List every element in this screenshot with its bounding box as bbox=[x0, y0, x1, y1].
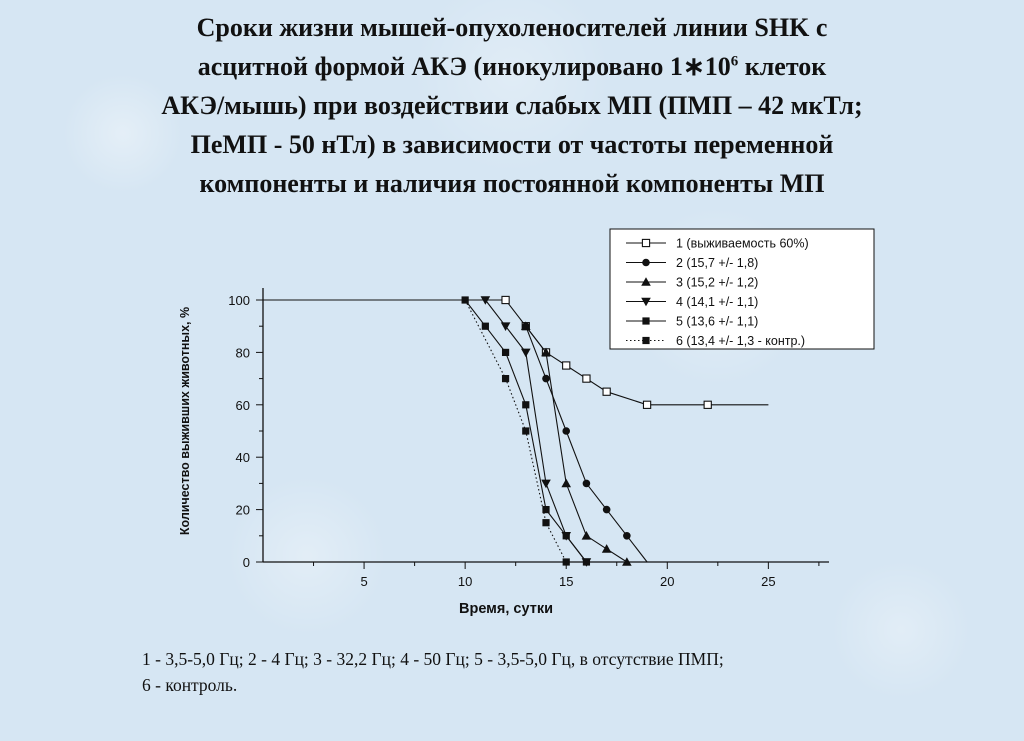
series-2-point bbox=[582, 479, 591, 488]
legend-entry-2: 2 (15,7 +/- 1,8) bbox=[676, 256, 758, 270]
series-2-point bbox=[623, 532, 631, 540]
series-6-point bbox=[522, 427, 530, 435]
series-3-point bbox=[622, 557, 632, 566]
legend-entry-3: 3 (15,2 +/- 1,2) bbox=[676, 276, 758, 290]
legend-swatch-marker bbox=[641, 297, 651, 307]
series-5-point bbox=[522, 401, 530, 409]
title-line-1: Сроки жизни мышей-опухоленосителей линии… bbox=[196, 13, 828, 42]
series-6-point bbox=[562, 558, 570, 566]
y-tick-label: 80 bbox=[236, 345, 250, 360]
x-tick-label: 5 bbox=[360, 574, 367, 589]
x-tick-label: 20 bbox=[660, 574, 674, 589]
title-line-2: асцитной формой АКЭ (инокулировано 1∗106… bbox=[197, 52, 827, 81]
y-tick-label: 60 bbox=[236, 398, 250, 413]
legend-entry-6: 6 (13,4 +/- 1,3 - контр.) bbox=[676, 334, 805, 348]
series-5-point bbox=[582, 558, 591, 566]
y-tick-label: 0 bbox=[243, 555, 250, 570]
series-1-point bbox=[602, 387, 611, 396]
caption: 1 - 3,5-5,0 Гц; 2 - 4 Гц; 3 - 32,2 Гц; 4… bbox=[142, 646, 962, 698]
series-1-point bbox=[501, 295, 510, 305]
legend-swatch-marker bbox=[642, 336, 650, 345]
series-1-point bbox=[642, 400, 652, 409]
series-1-point bbox=[562, 361, 571, 370]
series-5-point bbox=[481, 322, 489, 330]
series-4-point bbox=[500, 322, 511, 331]
series-2-line bbox=[525, 326, 648, 563]
title-line-3: АКЭ/мышь) при воздействии слабых МП (ПМП… bbox=[161, 91, 863, 120]
y-tick-label: 40 bbox=[236, 450, 250, 465]
series-3-point bbox=[561, 478, 572, 488]
series-3-point bbox=[601, 544, 612, 553]
series-6-point bbox=[542, 519, 550, 527]
legend-entry-5: 5 (13,6 +/- 1,1) bbox=[676, 315, 758, 329]
series-4-point bbox=[541, 479, 551, 489]
legend-swatch-marker bbox=[641, 238, 651, 248]
series-4-point bbox=[520, 348, 531, 358]
legend-swatch-marker bbox=[641, 277, 651, 286]
series-3-point bbox=[581, 531, 592, 540]
series-2-point bbox=[602, 505, 611, 514]
legend-entry-1: 1 (выживаемость 60%) bbox=[676, 237, 809, 251]
legend-swatch-marker bbox=[642, 317, 650, 325]
legend-swatch-marker bbox=[642, 258, 650, 267]
slide-title: Сроки жизни мышей-опухоленосителей линии… bbox=[40, 8, 984, 203]
title-line-5: компоненты и наличия постоянной компонен… bbox=[199, 169, 825, 198]
x-tick-label: 25 bbox=[761, 574, 775, 589]
y-axis-label: Количество выживших животных, % bbox=[178, 307, 192, 535]
y-tick-label: 20 bbox=[236, 503, 250, 518]
series-1-line bbox=[263, 299, 769, 406]
series-1-point bbox=[703, 400, 712, 409]
series-3-point bbox=[520, 321, 531, 330]
series-1-point bbox=[582, 374, 591, 383]
caption-line-2: 6 - контроль. bbox=[142, 675, 238, 695]
series-5-point bbox=[542, 506, 550, 514]
series-6-point bbox=[501, 375, 510, 383]
legend-box bbox=[609, 228, 875, 350]
series-3-point bbox=[541, 347, 551, 357]
y-tick-label: 100 bbox=[228, 293, 250, 308]
series-5-point bbox=[562, 532, 570, 540]
series-2-point bbox=[562, 427, 571, 435]
x-tick-label: 10 bbox=[458, 574, 472, 589]
caption-line-1: 1 - 3,5-5,0 Гц; 2 - 4 Гц; 3 - 32,2 Гц; 4… bbox=[142, 649, 724, 669]
series-3-line bbox=[525, 325, 628, 563]
legend-entry-4: 4 (14,1 +/- 1,1) bbox=[676, 295, 758, 309]
x-tick-label: 15 bbox=[559, 574, 573, 589]
series-4-point bbox=[480, 296, 491, 305]
title-line-4: ПеМП - 50 нТл) в зависимости от частоты … bbox=[190, 130, 834, 159]
x-axis-label: Время, сутки bbox=[459, 601, 553, 617]
series-2-point bbox=[542, 374, 550, 383]
series-5-point bbox=[501, 348, 510, 356]
